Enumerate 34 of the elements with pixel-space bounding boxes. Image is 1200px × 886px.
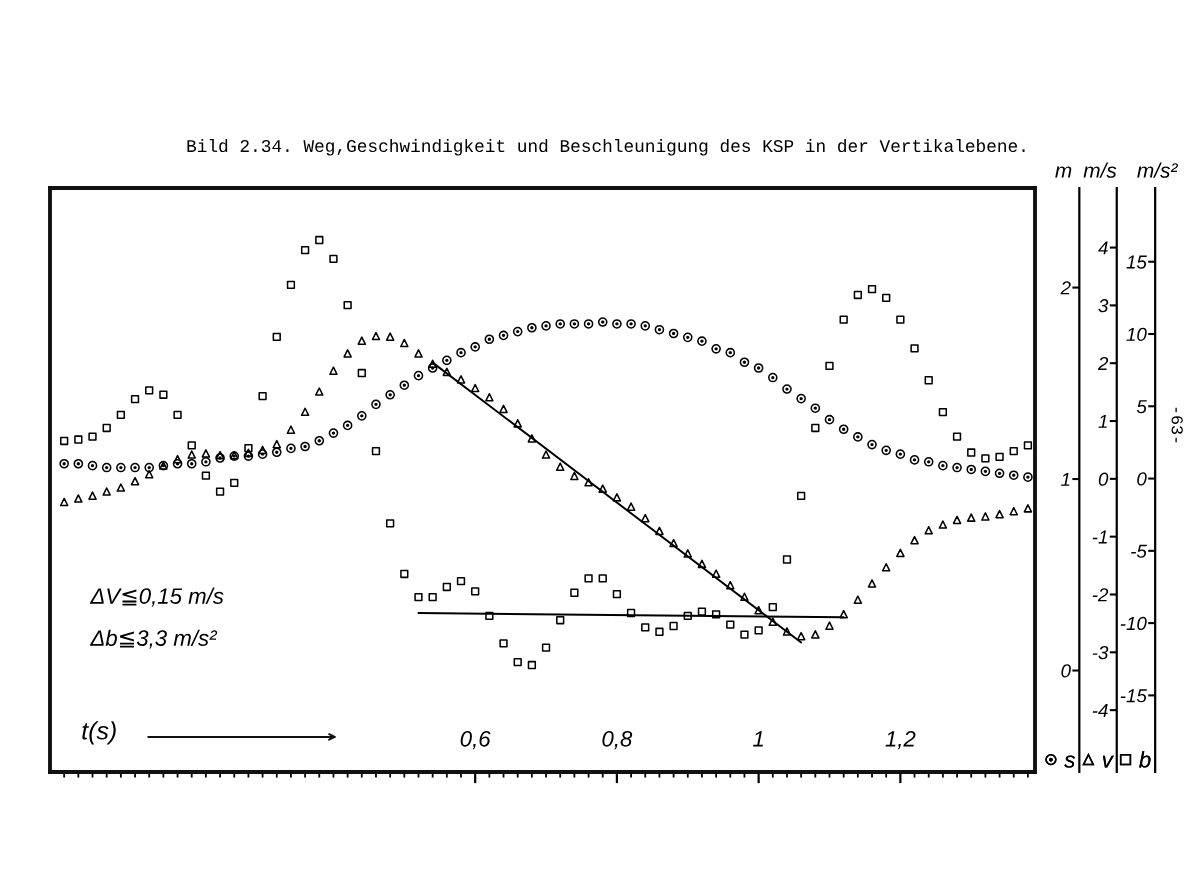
y3-tick-label: -15 [1120,689,1147,703]
legend-label: v [1102,755,1114,768]
y3-tick-label: 0 [1137,472,1147,486]
y-tick-label: 1 [1061,472,1070,486]
y2-tick-label: 0 [1098,472,1109,486]
y3-axis-title: m/s² [1137,162,1178,178]
x-tick-label: 1 [753,731,763,747]
legend-label: b [1139,751,1151,768]
y-tick-label: 2 [1060,281,1071,295]
legend-label: s [1064,755,1075,768]
y2-tick-label: 3 [1098,299,1109,313]
y-tick-label: 0 [1061,664,1071,678]
x-tick-label: 1,2 [885,730,916,750]
y-axis-title: m [1055,166,1072,178]
y3-tick-label: -10 [1120,616,1147,631]
y3-tick-label: 15 [1126,255,1147,269]
chart-title: Bild 2.34. Weg,Geschwindigkeit und Beschleunigung des KSP in der Vertikalebene. [187,139,1025,156]
y3-tick-label: 5 [1136,400,1147,414]
y2-tick-label: -4 [1092,704,1108,717]
y2-axis-title: m/s [1083,162,1117,178]
y2-tick-label: 1 [1098,414,1107,428]
y2-tick-label: 2 [1097,356,1109,370]
y3-tick-label: -5 [1131,544,1147,558]
y3-tick-label: 10 [1126,327,1147,341]
y2-tick-label: -3 [1092,646,1109,660]
x-tick-label: 0,6 [460,730,491,750]
x-tick-label: 0,8 [602,730,633,750]
y2-tick-label: -1 [1092,530,1107,544]
y2-tick-label: 4 [1098,241,1108,255]
y2-tick-label: -2 [1092,588,1109,602]
annotation: Δb≦3,3 m/s² [89,629,218,649]
text: -63- [1171,407,1183,443]
x-axis-title: t(s) [82,721,116,745]
annotation: ΔV≦0,15 m/s [89,587,224,607]
